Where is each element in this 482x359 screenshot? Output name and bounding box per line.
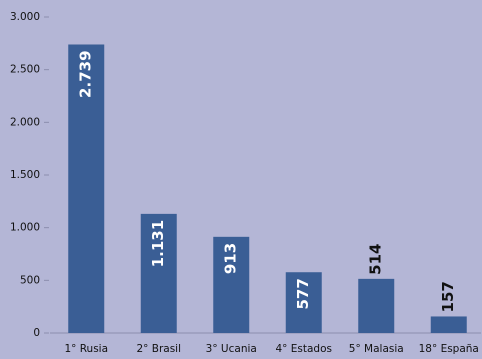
y-tick-label: 0 [33,327,40,339]
y-tick-label: 2.000 [10,116,40,128]
bar [140,213,177,333]
x-tick-label: 3° Ucania [206,343,257,355]
x-tick-label: 5° Malasia [349,343,404,355]
y-tick-label: 500 [20,274,40,286]
value-label: 514 [367,244,385,275]
bar [213,236,250,333]
value-label: 2.739 [77,50,95,97]
value-label: 157 [439,281,457,312]
x-tick-label: 1° Rusia [64,343,108,355]
x-tick-label: 18° España [419,343,479,355]
value-label: 913 [222,243,240,274]
y-tick-label: 3.000 [10,11,40,23]
x-tick-label: 2° Brasil [136,343,181,355]
bar [68,44,105,333]
x-tick-label: 4° Estados [276,343,332,355]
bar [285,272,322,333]
y-tick-label: 1.500 [10,169,40,181]
value-label: 577 [294,278,312,309]
y-tick-label: 1.000 [10,222,40,234]
value-label: 1.131 [149,220,167,267]
y-tick-label: 2.500 [10,64,40,76]
bar [358,278,395,333]
bar [430,316,467,333]
